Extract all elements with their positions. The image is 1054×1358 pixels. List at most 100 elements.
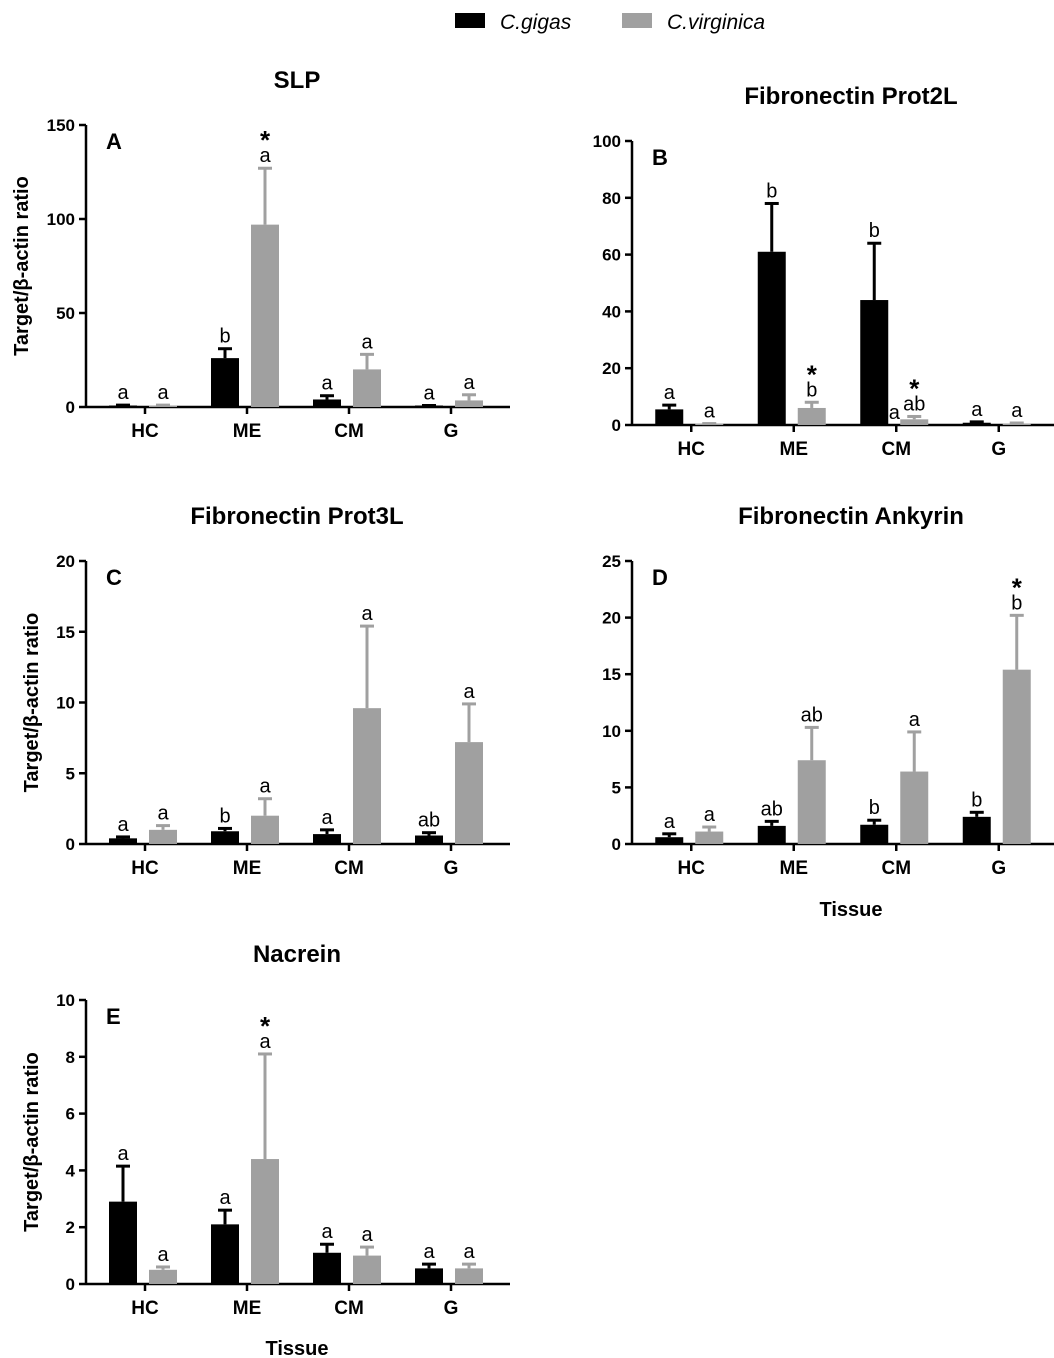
bar [415, 835, 443, 844]
y-tick-label: 0 [66, 398, 75, 417]
bar [211, 1224, 239, 1284]
x-tick-label: G [444, 421, 459, 442]
significance-letter: a [361, 331, 373, 353]
bar [860, 300, 889, 425]
y-tick-label: 20 [602, 359, 621, 378]
bar [900, 771, 929, 844]
significance-star: * [909, 373, 920, 403]
chart-panel-d: Fibronectin Ankyrin D 0 5 10 15 20 25 HC ME CM G Tis… [602, 503, 1054, 921]
significance-star: * [260, 1011, 271, 1041]
x-tick-label: G [991, 439, 1006, 460]
x-tick-label: CM [334, 858, 364, 879]
y-tick-label: 10 [56, 991, 75, 1010]
significance-letter: ab [801, 704, 823, 726]
significance-letter: a [117, 1143, 129, 1165]
y-tick-label: 10 [56, 694, 75, 713]
significance-star: * [260, 125, 271, 155]
panel-letter: C [106, 565, 122, 590]
chart-title: Fibronectin Ankyrin [738, 503, 964, 530]
significance-letter: a [463, 372, 475, 394]
bar [415, 1268, 443, 1284]
bar [1002, 669, 1031, 844]
bar [757, 251, 786, 425]
bar [455, 742, 483, 844]
panel-letter: A [106, 129, 122, 154]
x-tick-label: HC [131, 858, 159, 879]
y-tick-label: 40 [602, 302, 621, 321]
bar [353, 369, 381, 407]
significance-letter: a [664, 382, 676, 404]
x-tick-label: ME [233, 858, 262, 879]
y-axis-label: Target/β-actin ratio [11, 176, 33, 356]
significance-letter: b [971, 789, 982, 811]
significance-star: * [807, 359, 818, 389]
chart-panel-e: Nacrein E 0 2 4 6 8 10 Target/β-actin ratio HC ME C… [21, 941, 510, 1358]
bar [313, 834, 341, 844]
significance-letter: a [361, 603, 373, 625]
significance-letter: a [664, 811, 676, 833]
y-axis-label: Target/β-actin ratio [21, 613, 43, 793]
significance-letter: a [117, 382, 129, 404]
y-tick-label: 10 [602, 722, 621, 741]
significance-letter: a [971, 399, 983, 421]
significance-letter: a [704, 804, 716, 826]
bar [353, 708, 381, 844]
bar [149, 829, 177, 844]
significance-letter: b [219, 805, 230, 827]
x-axis-label: Tissue [266, 1338, 329, 1358]
x-tick-label: CM [334, 1298, 364, 1319]
y-tick-label: 5 [66, 764, 75, 783]
significance-letter: a [259, 145, 271, 167]
significance-letter: b [806, 379, 817, 401]
y-tick-label: 8 [66, 1048, 75, 1067]
bar [211, 831, 239, 844]
panel-letter: B [652, 145, 668, 170]
bar [109, 838, 137, 844]
y-tick-label: 20 [56, 552, 75, 571]
chart-title: SLP [274, 67, 321, 94]
bar [797, 760, 826, 844]
bar [695, 831, 724, 844]
chart-panel-a: SLP A 0 50 100 150 Target/β-actin ratio HC ME CM G… [11, 67, 510, 442]
x-tick-label: HC [678, 439, 706, 460]
y-tick-label: 0 [66, 1275, 75, 1294]
x-tick-label: HC [131, 421, 159, 442]
y-tick-label: 15 [602, 665, 621, 684]
x-tick-label: CM [881, 858, 911, 879]
significance-letter: a [117, 814, 129, 836]
bar [860, 824, 889, 844]
x-axis-label: Tissue [820, 899, 883, 921]
significance-letter: b [219, 326, 230, 348]
y-tick-label: 0 [66, 835, 75, 854]
y-tick-label: 100 [593, 132, 621, 151]
x-tick-label: G [444, 858, 459, 879]
legend-label-virginica: C.virginica [667, 11, 765, 34]
panel-letter: D [652, 565, 668, 590]
chart-title: Fibronectin Prot3L [190, 503, 403, 530]
bar [211, 358, 239, 407]
bar [962, 816, 991, 844]
chart-title: Fibronectin Prot2L [744, 83, 957, 110]
bar [313, 399, 341, 407]
chart-panel-c: Fibronectin Prot3L C 0 5 10 15 20 Target/β-acti… [21, 503, 510, 879]
y-tick-label: 60 [602, 246, 621, 265]
bar [149, 1269, 177, 1284]
bar [313, 1252, 341, 1284]
x-tick-label: CM [881, 439, 911, 460]
significance-letter: a [423, 382, 435, 404]
bar [455, 400, 483, 407]
significance-letter: b [1011, 592, 1022, 614]
significance-letter: b [869, 797, 880, 819]
legend-item-virginica: C.virginica [622, 11, 765, 34]
significance-letter: a [463, 681, 475, 703]
significance-letter: a [1011, 400, 1023, 422]
significance-letter: a [423, 1241, 435, 1263]
significance-letter: a [219, 1187, 231, 1209]
y-tick-label: 0 [612, 416, 621, 435]
significance-star: * [1012, 572, 1023, 602]
significance-letter: a [157, 1244, 169, 1266]
bar [353, 1255, 381, 1284]
significance-letter: ab [903, 393, 925, 415]
